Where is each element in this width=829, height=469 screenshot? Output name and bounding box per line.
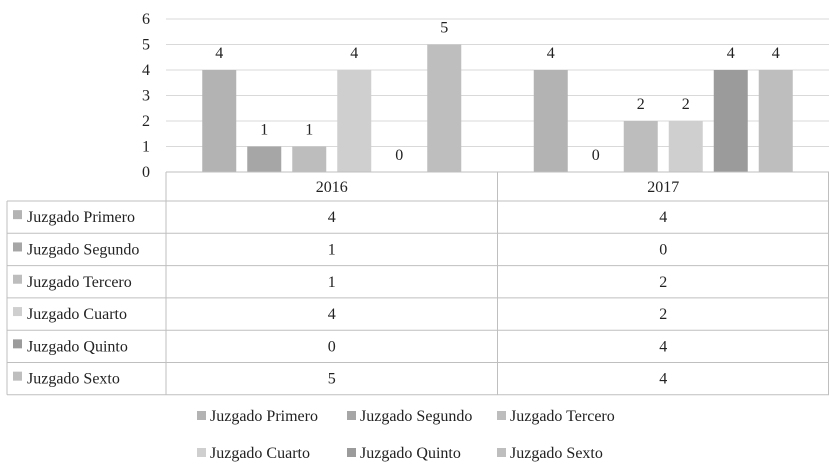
legend-entry: Juzgado Segundo xyxy=(360,408,472,425)
series-swatch xyxy=(13,210,22,219)
y-axis-ticks: 0 1 2 3 4 5 6 xyxy=(142,11,150,181)
series-swatch xyxy=(13,275,22,284)
table-cell-value: 2 xyxy=(659,274,667,291)
data-label: 1 xyxy=(305,122,313,139)
series-swatch xyxy=(13,339,22,348)
bar xyxy=(337,70,371,172)
legend-entry: Juzgado Primero xyxy=(210,408,318,425)
bar xyxy=(669,121,703,172)
data-label: 2 xyxy=(682,96,690,113)
data-label: 4 xyxy=(547,45,555,62)
table-cell-value: 0 xyxy=(659,241,667,258)
table-cell-value: 1 xyxy=(328,274,336,291)
y-tick-label: 4 xyxy=(142,62,150,79)
legend-entry: Juzgado Quinto xyxy=(360,445,461,462)
series-name: Juzgado Sexto xyxy=(27,371,120,388)
y-tick-label: 3 xyxy=(142,88,150,105)
y-tick-label: 0 xyxy=(142,164,150,181)
series-name: Juzgado Primero xyxy=(27,209,135,226)
table-cell-value: 1 xyxy=(328,241,336,258)
bar xyxy=(624,121,658,172)
data-label: 4 xyxy=(727,45,735,62)
bar xyxy=(247,147,281,173)
legend-swatch xyxy=(347,411,356,420)
table-cell-value: 4 xyxy=(328,306,336,323)
table-cell-value: 2 xyxy=(659,306,667,323)
series-name: Juzgado Quinto xyxy=(27,338,128,355)
legend-swatch xyxy=(347,448,356,457)
bar xyxy=(759,70,793,172)
table-cell-value: 4 xyxy=(328,209,336,226)
y-tick-label: 2 xyxy=(142,113,150,130)
legend-entry: Juzgado Cuarto xyxy=(210,445,310,462)
table-cell-value: 4 xyxy=(659,209,667,226)
legend-swatch xyxy=(197,411,206,420)
data-label: 5 xyxy=(440,20,448,37)
data-label: 0 xyxy=(592,147,600,164)
category-label: 2017 xyxy=(647,179,679,196)
bar xyxy=(427,45,461,173)
legend-swatch xyxy=(497,411,506,420)
data-label: 1 xyxy=(260,122,268,139)
series-swatch xyxy=(13,372,22,381)
data-label: 2 xyxy=(637,96,645,113)
table-cell-value: 0 xyxy=(328,338,336,355)
series-name: Juzgado Segundo xyxy=(27,241,139,258)
data-label: 4 xyxy=(350,45,358,62)
data-label: 0 xyxy=(395,147,403,164)
series-swatch xyxy=(13,307,22,316)
table-cell-value: 5 xyxy=(328,371,336,388)
series-name: Juzgado Cuarto xyxy=(27,306,127,323)
y-tick-label: 6 xyxy=(142,11,150,28)
category-label: 2016 xyxy=(316,179,348,196)
legend-entry: Juzgado Tercero xyxy=(510,408,615,425)
legend-entry: Juzgado Sexto xyxy=(510,445,603,462)
y-tick-label: 1 xyxy=(142,139,150,156)
table-cell-value: 4 xyxy=(659,338,667,355)
series-swatch xyxy=(13,242,22,251)
legend-swatch xyxy=(497,448,506,457)
bars xyxy=(202,45,793,173)
series-name: Juzgado Tercero xyxy=(27,274,132,291)
bar xyxy=(534,70,568,172)
bar xyxy=(714,70,748,172)
bar xyxy=(202,70,236,172)
y-tick-label: 5 xyxy=(142,37,150,54)
data-label: 4 xyxy=(772,45,780,62)
legend: Juzgado Primero Juzgado Segundo Juzgado Te… xyxy=(197,408,615,462)
data-label: 4 xyxy=(215,45,223,62)
table-cell-value: 4 xyxy=(659,371,667,388)
legend-swatch xyxy=(197,448,206,457)
data-table: 2016 2017 Juzgado Primero 4 4 Juzgado Segundo… xyxy=(7,172,829,395)
bar xyxy=(292,147,326,173)
